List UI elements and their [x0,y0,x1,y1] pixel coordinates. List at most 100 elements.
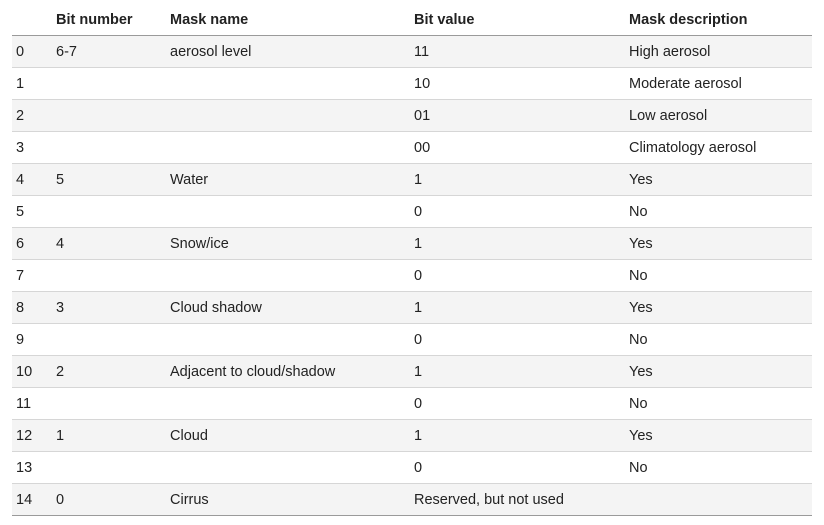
cell-mask-name: Snow/ice [166,227,410,260]
cell-bit-value: 1 [410,355,625,388]
cell-mask-description [625,483,812,516]
cell-mask-name: Water [166,163,410,196]
cell-bit-value: 0 [410,323,625,356]
cell-bit-number [52,451,166,484]
cell-mask-description: No [625,387,812,420]
header-mask-name: Mask name [166,4,410,36]
table-header: Bit number Mask name Bit value Mask desc… [12,4,812,36]
cell-mask-name [166,387,410,420]
table-row: 13 0 No [12,451,812,484]
header-index [12,4,52,36]
cell-mask-name [166,323,410,356]
cell-row-index: 12 [12,419,52,452]
cell-mask-name: Adjacent to cloud/shadow [166,355,410,388]
table-row: 9 0 No [12,323,812,356]
cell-bit-value: 1 [410,227,625,260]
cell-bit-value: 1 [410,291,625,324]
cell-bit-number: 4 [52,227,166,260]
cell-row-index: 13 [12,451,52,484]
cell-row-index: 3 [12,131,52,164]
cell-mask-description: Yes [625,227,812,260]
table-row: 8 3 Cloud shadow 1 Yes [12,291,812,324]
header-bit-value: Bit value [410,4,625,36]
table-row: 6 4 Snow/ice 1 Yes [12,227,812,260]
cell-bit-number: 0 [52,483,166,516]
cell-mask-description: No [625,451,812,484]
cell-mask-description: Yes [625,355,812,388]
cell-bit-value: 0 [410,259,625,292]
cell-mask-description: Moderate aerosol [625,67,812,100]
cell-row-index: 2 [12,99,52,132]
cell-bit-value: 0 [410,195,625,228]
cell-bit-value: Reserved, but not used [410,483,625,516]
cell-bit-value: 00 [410,131,625,164]
cell-bit-number [52,323,166,356]
cell-mask-name [166,99,410,132]
cell-row-index: 7 [12,259,52,292]
table-row: 0 6-7 aerosol level 11 High aerosol [12,35,812,68]
cell-bit-value: 1 [410,163,625,196]
table-row: 7 0 No [12,259,812,292]
cell-row-index: 4 [12,163,52,196]
cell-mask-name: aerosol level [166,35,410,68]
cell-mask-name: Cloud [166,419,410,452]
cell-row-index: 10 [12,355,52,388]
cell-bit-value: 11 [410,35,625,68]
table-row: 4 5 Water 1 Yes [12,163,812,196]
cell-row-index: 14 [12,483,52,516]
cell-bit-number: 3 [52,291,166,324]
cell-bit-number: 6-7 [52,35,166,68]
cell-bit-number [52,195,166,228]
table-row: 5 0 No [12,195,812,228]
cell-mask-name: Cloud shadow [166,291,410,324]
cell-mask-description: Yes [625,291,812,324]
cell-row-index: 8 [12,291,52,324]
header-mask-description: Mask description [625,4,812,36]
table-row: 12 1 Cloud 1 Yes [12,419,812,452]
cell-mask-description: No [625,259,812,292]
table-row: 2 01 Low aerosol [12,99,812,132]
cell-row-index: 5 [12,195,52,228]
cell-mask-description: Yes [625,163,812,196]
cell-bit-number: 2 [52,355,166,388]
cell-bit-value: 0 [410,387,625,420]
table-row: 11 0 No [12,387,812,420]
cell-mask-name [166,195,410,228]
cell-row-index: 1 [12,67,52,100]
cell-mask-description: Climatology aerosol [625,131,812,164]
cell-row-index: 0 [12,35,52,68]
cell-bit-number [52,259,166,292]
cell-mask-name: Cirrus [166,483,410,516]
cell-mask-description: High aerosol [625,35,812,68]
cell-bit-number: 1 [52,419,166,452]
cell-bit-number [52,131,166,164]
cell-mask-name [166,131,410,164]
cell-bit-number [52,67,166,100]
cell-mask-name [166,67,410,100]
cell-row-index: 9 [12,323,52,356]
cell-mask-name [166,451,410,484]
cell-mask-description: No [625,323,812,356]
cell-bit-number [52,387,166,420]
cell-mask-description: No [625,195,812,228]
header-bit-number: Bit number [52,4,166,36]
cell-bit-value: 01 [410,99,625,132]
cell-row-index: 11 [12,387,52,420]
cell-bit-value: 10 [410,67,625,100]
table-row: 3 00 Climatology aerosol [12,131,812,164]
cell-bit-number: 5 [52,163,166,196]
cell-mask-description: Low aerosol [625,99,812,132]
cell-mask-description: Yes [625,419,812,452]
table-row: 14 0 Cirrus Reserved, but not used [12,483,812,516]
header-row: Bit number Mask name Bit value Mask desc… [12,4,812,36]
cell-bit-number [52,99,166,132]
cell-row-index: 6 [12,227,52,260]
bitmask-table: Bit number Mask name Bit value Mask desc… [12,4,812,516]
cell-bit-value: 0 [410,451,625,484]
table-row: 10 2 Adjacent to cloud/shadow 1 Yes [12,355,812,388]
table-body: 0 6-7 aerosol level 11 High aerosol 1 10 Modera… [12,35,812,516]
cell-bit-value: 1 [410,419,625,452]
cell-mask-name [166,259,410,292]
table-row: 1 10 Moderate aerosol [12,67,812,100]
